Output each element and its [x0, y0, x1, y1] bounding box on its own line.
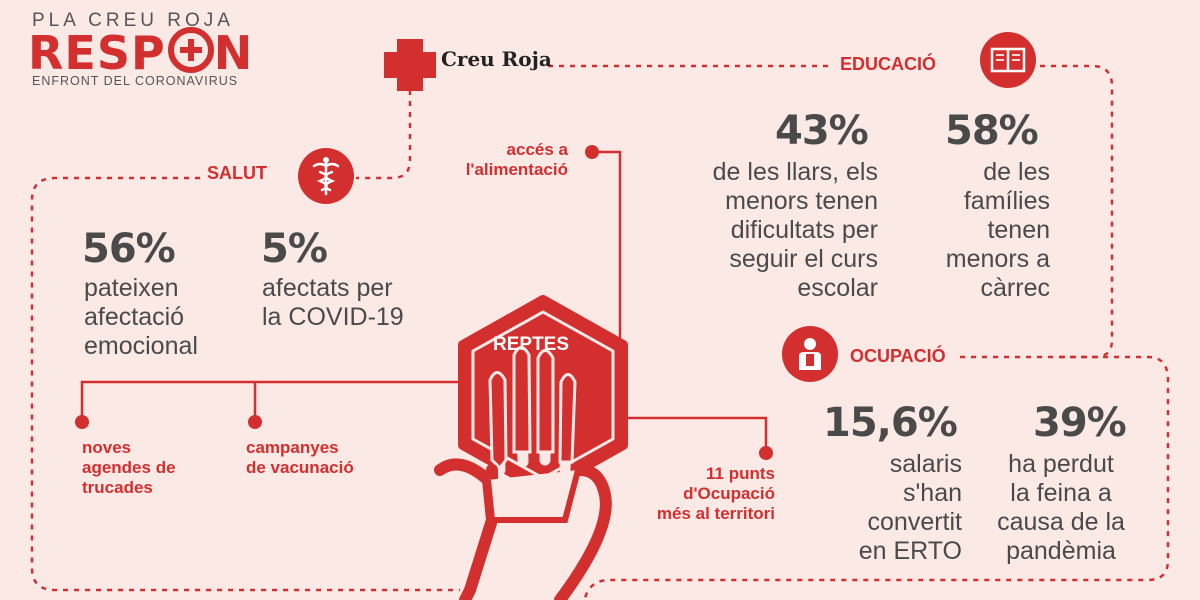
text-line: d'Ocupació — [683, 484, 775, 503]
salut-action-calls: noves agendes de trucades — [82, 438, 176, 498]
text-line: de les llars, els — [712, 158, 878, 186]
alimentacio-label: accés a l'alimentació — [420, 140, 568, 180]
text-line: l'alimentació — [465, 160, 568, 179]
ocupacio-stat-2-text: ha perdut la feina a causa de la pandèmi… — [972, 450, 1150, 566]
text-line: afectació — [84, 303, 185, 331]
text-line: menors a — [945, 245, 1050, 273]
educacio-stat-1-value: 43% — [775, 108, 869, 154]
text-line: famílies — [963, 187, 1050, 215]
text-line: causa de la — [997, 508, 1125, 536]
text-line: 11 punts — [706, 464, 775, 483]
text-line: emocional — [84, 332, 198, 360]
plan-label: PLA CREU ROJA — [32, 10, 234, 31]
ocupacio-stat-1-text: salaris s'han convertit en ERTO — [820, 450, 962, 566]
respon-logo: RESP N — [28, 26, 253, 80]
text-line: en ERTO — [858, 537, 962, 565]
brand-name: Creu Roja — [441, 47, 552, 71]
educacio-stat-2-value: 58% — [945, 108, 1039, 154]
ocupacio-punts-label: 11 punts d'Ocupació més al territori — [630, 464, 775, 524]
text-line: convertit — [867, 508, 962, 536]
text-line: agendes de — [82, 458, 176, 477]
educacio-stat-2-text: de les famílies tenen menors a càrrec — [900, 158, 1050, 303]
salut-title: SALUT — [207, 163, 267, 183]
salut-stat-2-value: 5% — [261, 226, 328, 272]
tagline: ENFRONT DEL CORONAVIRUS — [32, 74, 239, 88]
text-line: pateixen — [84, 274, 179, 302]
text-line: afectats per — [262, 274, 393, 302]
text-line: dificultats per — [730, 216, 878, 244]
salut-action-vaccination: campanyes de vacunació — [246, 438, 354, 478]
plus-circle-icon — [167, 27, 214, 73]
text-line: menors tenen — [725, 187, 878, 215]
text-line: ha perdut — [1008, 450, 1114, 478]
salut-stat-1-value: 56% — [82, 226, 176, 272]
text-line: trucades — [82, 478, 153, 497]
respon-prefix: RESP — [28, 26, 166, 80]
ocupacio-stat-2-value: 39% — [1033, 400, 1127, 446]
ocupacio-stat-1-value: 15,6% — [823, 400, 958, 446]
text-line: de les — [983, 158, 1050, 186]
educacio-title: EDUCACIÓ — [840, 54, 937, 74]
text-line: campanyes — [246, 438, 339, 457]
salut-stat-1-text: pateixen afectació emocional — [84, 274, 198, 361]
reptes-label: REPTES — [493, 334, 570, 355]
caduceus-icon — [298, 148, 354, 204]
ocupacio-title: OCUPACIÓ — [850, 346, 946, 366]
text-line: accés a — [506, 140, 568, 159]
text-line: salaris — [889, 450, 962, 478]
text-line: noves — [82, 438, 132, 457]
salut-stat-2-text: afectats per la COVID-19 — [262, 274, 404, 332]
text-line: s'han — [903, 479, 962, 507]
text-line: la feina a — [1010, 479, 1112, 507]
book-icon — [980, 32, 1036, 88]
text-line: la COVID-19 — [262, 303, 404, 331]
text-line: escolar — [797, 274, 878, 302]
text-line: pandèmia — [1006, 537, 1116, 565]
text-line: de vacunació — [246, 458, 354, 477]
text-line: seguir el curs — [729, 245, 878, 273]
worker-icon — [782, 326, 838, 382]
text-line: tenen — [987, 216, 1050, 244]
text-line: càrrec — [980, 274, 1050, 302]
text-line: més al territori — [656, 504, 775, 523]
respon-suffix: N — [213, 26, 254, 80]
educacio-stat-1-text: de les llars, els menors tenen dificulta… — [640, 158, 878, 303]
